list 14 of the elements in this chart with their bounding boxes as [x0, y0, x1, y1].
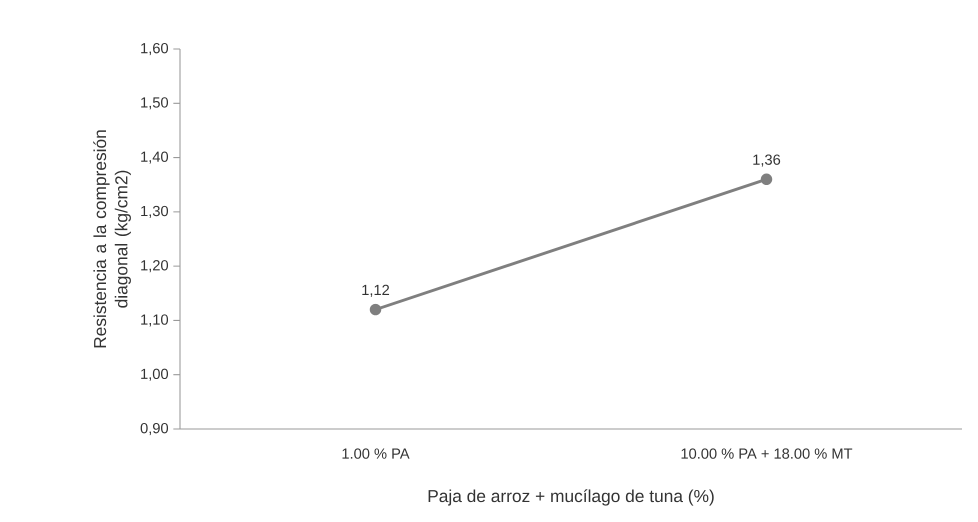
x-tick-label: 10.00 % PA + 18.00 % MT	[682, 448, 852, 459]
x-tick-label: 1.00 % PA	[342, 448, 410, 459]
y-tick-label: 1,20	[141, 260, 168, 272]
y-tick-label: 1,50	[141, 97, 168, 110]
y-tick-label: 1,40	[141, 152, 168, 164]
y-axis-title: Resistencia a la compresión diagonal (kg/cm2)	[93, 130, 131, 348]
data-label: 1,12	[362, 284, 390, 297]
y-tick-label: 1,10	[141, 314, 168, 326]
y-tick-label: 0,90	[140, 422, 168, 436]
y-tick-label: 1,30	[141, 206, 168, 218]
y-tick-label: 1,00	[141, 368, 168, 381]
x-axis-title: Paja de arroz + mucílago de tuna (%)	[428, 489, 714, 506]
data-label: 1,36	[753, 154, 780, 167]
y-tick-label: 1,60	[141, 42, 168, 56]
